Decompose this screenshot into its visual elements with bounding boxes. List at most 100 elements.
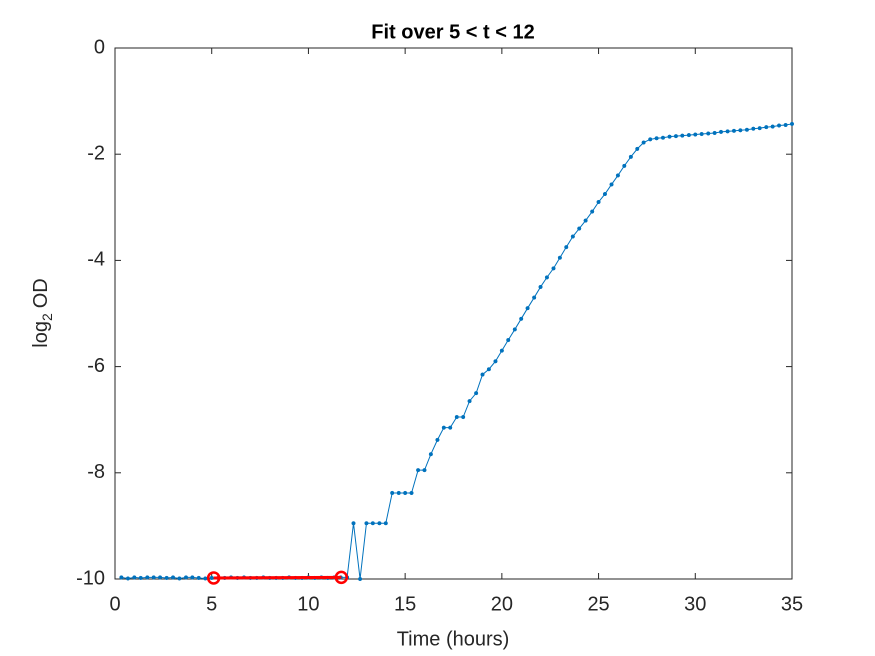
data-point [564,245,569,250]
data-point [467,399,472,404]
data-point [525,306,530,311]
data-point [170,575,176,580]
data-point [145,575,150,580]
data-point [203,576,208,581]
data-point [190,575,195,580]
data-point [461,414,466,420]
data-point [648,137,653,142]
fit-marker [206,571,221,585]
data-point [396,490,401,496]
data-point [409,490,414,496]
data-point [506,338,511,343]
data-point [602,191,608,197]
y-label-sub: 2 [39,313,55,321]
data-point [551,266,556,271]
series-line [213,575,342,580]
x-tick-label: 20 [491,593,513,615]
x-tick-label: 0 [109,593,120,615]
data-point [725,129,730,134]
data-point [209,575,214,580]
data-point [770,124,775,129]
y-axis-label: log2 OD [30,278,54,348]
y-tick-label: -4 [87,249,105,271]
data-point [377,521,382,526]
data-point [577,226,582,231]
data-point [667,134,672,139]
data-point [499,348,504,353]
y-label-log: log [30,321,52,348]
data-point [151,575,156,580]
data-point [132,575,137,580]
y-label-od: OD [30,278,52,308]
x-tick-label: 30 [684,593,706,615]
data-point [512,327,517,332]
data-point [428,452,433,457]
data-point [776,123,782,128]
data-point [435,437,440,442]
data-point [138,575,143,580]
data-point [783,122,788,128]
data-point [416,468,421,473]
data-point [480,372,485,377]
data-point [590,209,595,214]
data-point [706,131,711,136]
data-point [731,128,737,133]
data-point [370,521,375,526]
data-point [744,127,749,132]
y-tick-label: -10 [76,567,105,589]
data-point [738,128,743,133]
data-point [686,133,691,138]
y-tick-label: 0 [94,36,105,58]
data-point [422,468,427,473]
data-point [177,576,182,581]
data-point [164,575,169,580]
axes-box [114,47,793,580]
data-point [441,425,446,430]
x-axis-label: Time (hours) [397,628,510,650]
data-point [390,490,395,496]
data-point [596,199,601,205]
data-point [557,255,562,260]
data-point [196,575,201,580]
data-point [635,146,640,151]
data-point [538,284,543,290]
data-point [448,425,453,430]
data-point [383,521,388,526]
data-point [358,576,363,582]
y-tick-label: -6 [87,355,105,377]
data-point [519,316,524,321]
data-point [751,126,756,131]
data-point [660,135,666,140]
data-point [609,182,614,187]
data-point [486,367,491,372]
data-point [125,576,131,581]
plot-area [115,48,792,579]
data-point [403,490,408,496]
x-tick-label: 35 [781,593,803,615]
y-tick-label: -2 [87,142,105,164]
data-point [532,295,537,300]
data-point [789,121,795,126]
data-point [570,234,575,239]
data-point [158,575,163,580]
data-point [119,575,124,580]
data-point [764,125,769,130]
data-point [712,130,717,136]
data-point [718,129,724,134]
data-point [474,391,479,396]
data-point [757,126,762,131]
data-point [183,575,189,580]
fit-marker [334,570,349,585]
data-point [680,133,685,138]
x-tick-label: 25 [587,593,609,615]
data-point [364,521,369,526]
x-tick-label: 15 [394,593,416,615]
data-point [351,521,356,526]
y-tick-label: -8 [87,461,105,483]
data-point [693,132,698,137]
data-point [654,136,659,141]
x-tick-label: 10 [297,593,319,615]
data-point [628,154,633,159]
data-point [699,131,704,137]
